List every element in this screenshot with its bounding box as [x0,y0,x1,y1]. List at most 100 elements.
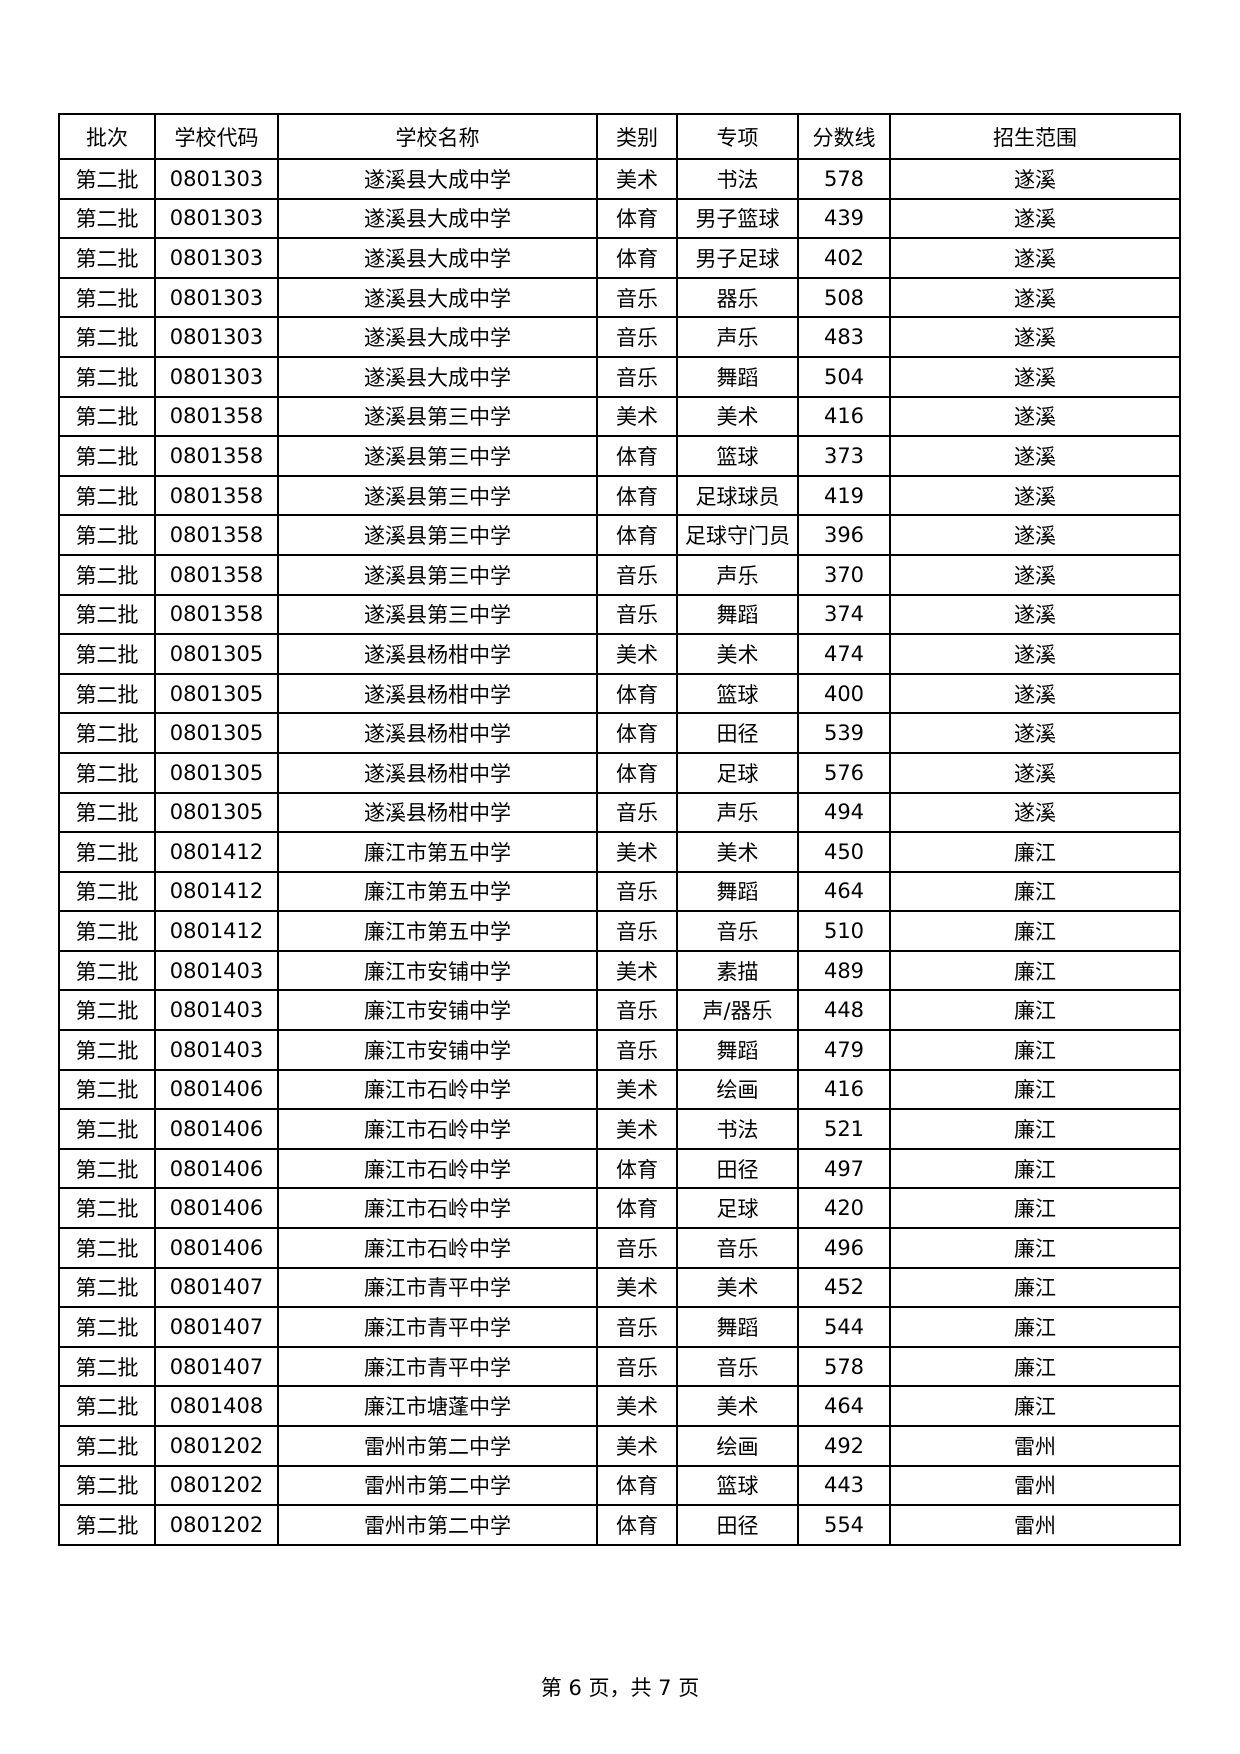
cell-school-name: 廉江市安铺中学 [277,949,598,992]
table-row: 第二批 0801303 遂溪县大成中学 音乐 声乐 483 遂溪 [58,316,1181,358]
cell-school-name: 遂溪县第三中学 [277,514,598,556]
cell-admission-area: 雷州 [889,1464,1181,1507]
table-header-row: 批次 学校代码 学校名称 类别 专项 分数线 招生范围 [58,113,1181,160]
cell-batch: 第二批 [58,870,156,913]
cell-school-name: 廉江市塘蓬中学 [277,1385,598,1427]
cell-admission-area: 廉江 [889,831,1181,873]
cell-cutoff-score: 474 [797,633,891,675]
table-row: 第二批 0801408 廉江市塘蓬中学 美术 美术 464 廉江 [58,1385,1181,1427]
column-header-school-code: 学校代码 [154,113,279,160]
cell-cutoff-score: 374 [797,593,891,636]
cell-school-code: 0801406 [154,1147,279,1190]
cell-school-code: 0801407 [154,1306,279,1348]
table-row: 第二批 0801407 廉江市青平中学 美术 美术 452 廉江 [58,1266,1181,1309]
cell-specialty: 篮球 [676,435,799,477]
table-row: 第二批 0801202 雷州市第二中学 体育 田径 554 雷州 [58,1504,1181,1546]
cell-school-code: 0801403 [154,949,279,992]
table-row: 第二批 0801407 廉江市青平中学 音乐 音乐 578 廉江 [58,1345,1181,1388]
score-table: 批次 学校代码 学校名称 类别 专项 分数线 招生范围 第二批 0801303 遂溪县大成中学美… [58,113,1181,1546]
cell-cutoff-score: 464 [797,870,891,913]
cell-school-name: 雷州市第二中学 [277,1504,598,1546]
cell-category: 体育 [596,1504,678,1546]
cell-cutoff-score: 416 [797,395,891,438]
cell-admission-area: 雷州 [889,1504,1181,1546]
table-row: 第二批 0801303 遂溪县大成中学 音乐 舞蹈 504 遂溪 [58,355,1181,398]
cell-admission-area: 遂溪 [889,633,1181,675]
cell-batch: 第二批 [58,1385,156,1427]
cell-cutoff-score: 489 [797,949,891,992]
cell-category: 美术 [596,949,678,992]
cell-category: 体育 [596,474,678,517]
cell-cutoff-score: 539 [797,712,891,754]
cell-school-code: 0801358 [154,514,279,556]
cell-admission-area: 廉江 [889,1266,1181,1309]
cell-category: 体育 [596,751,678,794]
cell-batch: 第二批 [58,1029,156,1071]
cell-cutoff-score: 483 [797,316,891,358]
cell-batch: 第二批 [58,514,156,556]
cell-admission-area: 遂溪 [889,672,1181,715]
table-row: 第二批 0801358 遂溪县第三中学 体育 篮球 373 遂溪 [58,435,1181,477]
cell-batch: 第二批 [58,395,156,438]
table-row: 第二批 0801406 廉江市石岭中学 音乐 音乐 496 廉江 [58,1227,1181,1269]
cell-specialty: 田径 [676,1504,799,1546]
cell-cutoff-score: 450 [797,831,891,873]
cell-category: 美术 [596,1425,678,1467]
table-row: 第二批 0801305 遂溪县杨柑中学 体育 篮球 400 遂溪 [58,672,1181,715]
cell-cutoff-score: 416 [797,1068,891,1111]
cell-category: 美术 [596,1108,678,1150]
cell-category: 音乐 [596,1029,678,1071]
table-row: 第二批 0801305 遂溪县杨柑中学 美术 美术 474 遂溪 [58,633,1181,675]
cell-school-name: 廉江市石岭中学 [277,1068,598,1111]
column-header-batch: 批次 [58,113,156,160]
cell-school-code: 0801305 [154,633,279,675]
table-row: 第二批 0801403 廉江市安铺中学 音乐 舞蹈 479 廉江 [58,1029,1181,1071]
cell-category: 美术 [596,1266,678,1309]
cell-cutoff-score: 508 [797,276,891,319]
cell-batch: 第二批 [58,1108,156,1150]
table-row: 第二批 0801303 遂溪县大成中学 美术 书法 578 遂溪 [58,158,1181,200]
cell-admission-area: 廉江 [889,1385,1181,1427]
cell-school-name: 遂溪县杨柑中学 [277,633,598,675]
cell-cutoff-score: 419 [797,474,891,517]
cell-school-code: 0801202 [154,1425,279,1467]
cell-cutoff-score: 448 [797,989,891,1032]
table-row: 第二批 0801406 廉江市石岭中学 美术 书法 521 廉江 [58,1108,1181,1150]
cell-school-code: 0801407 [154,1345,279,1388]
cell-school-name: 遂溪县第三中学 [277,593,598,636]
cell-school-name: 遂溪县杨柑中学 [277,672,598,715]
cell-school-code: 0801408 [154,1385,279,1427]
table-row: 第二批 0801403 廉江市安铺中学 音乐 声/器乐 448 廉江 [58,989,1181,1032]
cell-school-name: 廉江市青平中学 [277,1345,598,1388]
cell-category: 体育 [596,1147,678,1190]
cell-batch: 第二批 [58,276,156,319]
cell-cutoff-score: 402 [797,237,891,279]
cell-batch: 第二批 [58,1464,156,1507]
cell-specialty: 美术 [676,831,799,873]
cell-school-name: 廉江市青平中学 [277,1266,598,1309]
cell-batch: 第二批 [58,474,156,517]
cell-specialty: 舞蹈 [676,593,799,636]
cell-category: 美术 [596,633,678,675]
cell-school-code: 0801406 [154,1227,279,1269]
cell-admission-area: 遂溪 [889,435,1181,477]
column-header-admission-area: 招生范围 [889,113,1181,160]
cell-cutoff-score: 464 [797,1385,891,1427]
column-header-school-name: 学校名称 [277,113,598,160]
cell-cutoff-score: 576 [797,751,891,794]
cell-admission-area: 遂溪 [889,316,1181,358]
cell-category: 体育 [596,712,678,754]
cell-batch: 第二批 [58,1266,156,1309]
cell-school-name: 遂溪县第三中学 [277,435,598,477]
cell-cutoff-score: 479 [797,1029,891,1071]
cell-admission-area: 遂溪 [889,791,1181,834]
cell-cutoff-score: 521 [797,1108,891,1150]
cell-cutoff-score: 496 [797,1227,891,1269]
cell-cutoff-score: 443 [797,1464,891,1507]
cell-batch: 第二批 [58,1504,156,1546]
cell-specialty: 男子足球 [676,237,799,279]
cell-school-name: 廉江市第五中学 [277,870,598,913]
cell-school-code: 0801407 [154,1266,279,1309]
cell-cutoff-score: 494 [797,791,891,834]
cell-admission-area: 遂溪 [889,751,1181,794]
